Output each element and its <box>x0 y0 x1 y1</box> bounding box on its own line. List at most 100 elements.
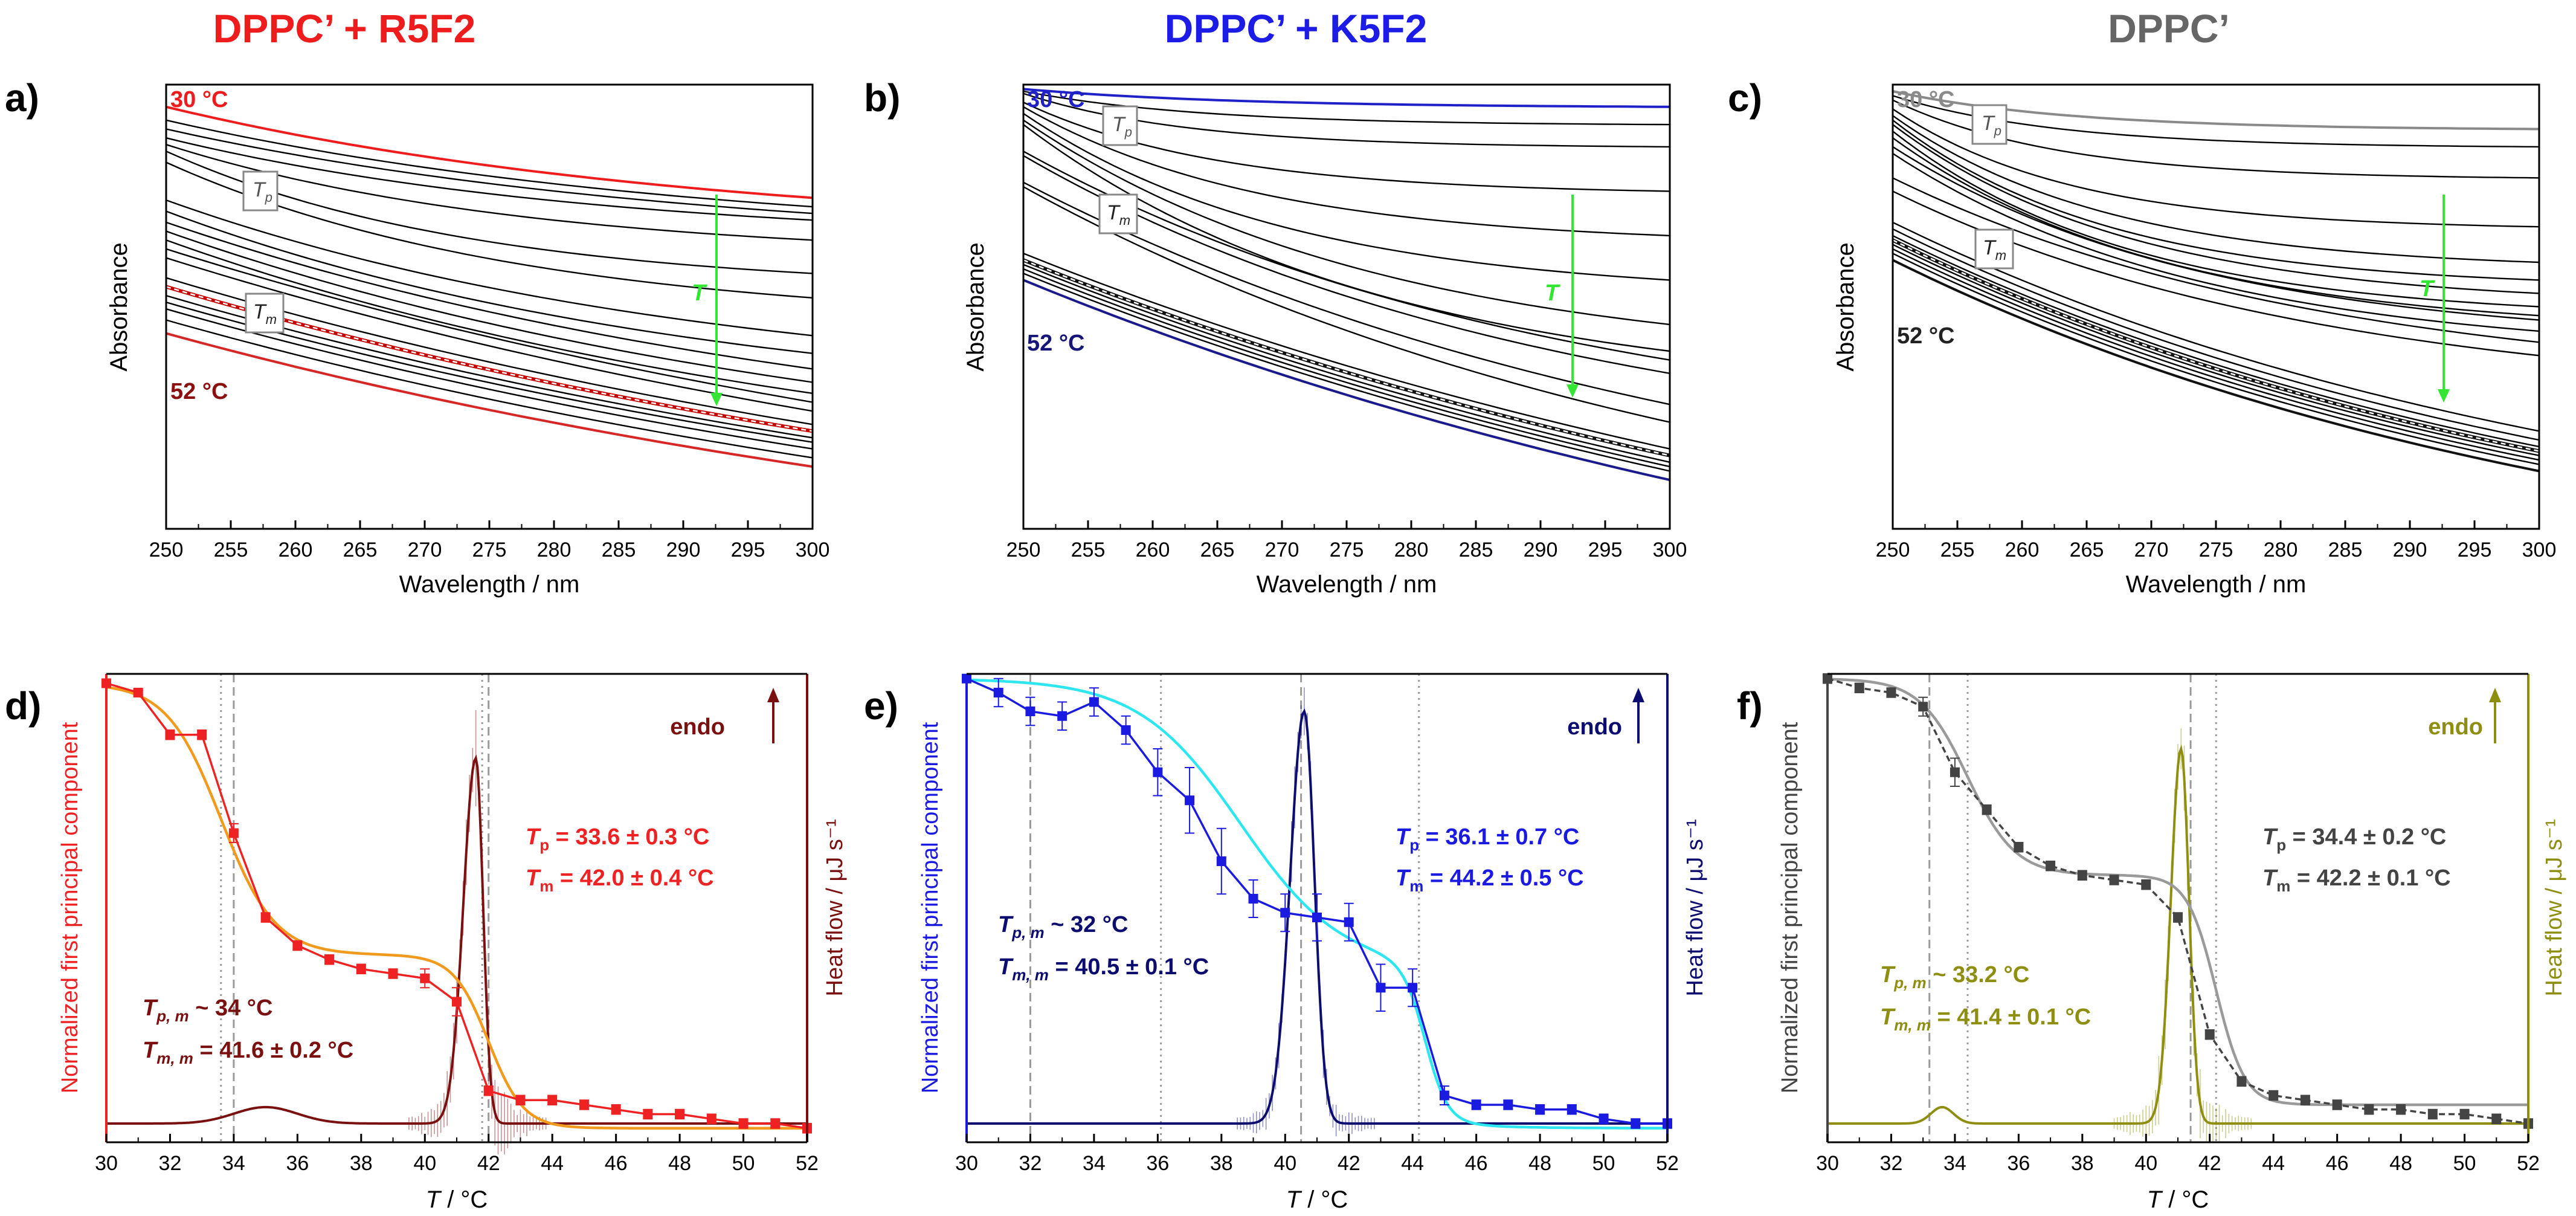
panel-d-endo-label: endo <box>670 714 725 740</box>
panel-b-tp-text: Tp <box>1112 113 1132 140</box>
panel-c-arrow-label: T <box>2420 276 2435 302</box>
x-tick-label: 48 <box>668 1152 691 1175</box>
x-tick-label: 52 <box>796 1152 819 1175</box>
panel-a-tp-frame <box>242 170 279 212</box>
panel-b-arrow-label: T <box>1545 280 1560 306</box>
panel-e-xlabel: T / °C <box>1286 1186 1348 1213</box>
pca-point <box>643 1109 653 1119</box>
spectrum-curve-10 <box>1023 181 1670 406</box>
x-tick-label: 265 <box>343 538 378 561</box>
spectrum-curve-11 <box>1892 177 2540 343</box>
panel-e-pca-points <box>962 673 1672 1129</box>
spectrum-curve-4 <box>1023 106 1670 237</box>
pca-point <box>1535 1104 1545 1114</box>
spectrum-curve-9 <box>166 221 813 370</box>
panel-c-tp-box: Tp <box>1971 104 2008 145</box>
x-tick-label: 44 <box>2262 1152 2285 1175</box>
spectrum-curve-15 <box>1892 234 2540 448</box>
x-tick-label: 44 <box>541 1152 564 1175</box>
pca-point <box>356 964 366 974</box>
panel-f-ylabel-right: Heat flow / μJ s⁻¹ <box>2542 819 2567 996</box>
panel-b: DPPC’ + K5F2 b) 250 255 260 265 270 275 280 285… <box>864 6 1687 598</box>
panel-f-dsc-trace <box>1827 728 2528 1143</box>
pca-point <box>1248 894 1258 904</box>
x-tick-label: 260 <box>2005 538 2040 561</box>
panel-f-reference-lines <box>1928 674 2217 1142</box>
panel-c-arrow-head <box>2438 389 2450 403</box>
panel-c-temperature-arrow: T <box>2420 195 2450 403</box>
panel-a-temperature-arrow: T <box>692 195 723 406</box>
panel-c-tp-text: Tp <box>1982 112 2001 138</box>
fit-curve <box>1827 678 2528 1107</box>
panel-e-endo-indicator: endo <box>1567 688 1644 743</box>
pca-point <box>738 1119 749 1128</box>
panel-d-letter: d) <box>5 684 41 728</box>
x-tick-label: 280 <box>537 538 572 561</box>
pca-point <box>1471 1100 1481 1110</box>
spectrum-curve-16 <box>1892 239 2540 452</box>
panel-b-tm-box: Tm <box>1098 193 1138 234</box>
spectrum-curve-14 <box>1023 264 1670 463</box>
panel-e-pca-tm-annotation: Tm = 44.2 ± 0.5 °C <box>1396 865 1584 895</box>
x-tick-label: 275 <box>1330 538 1364 561</box>
panel-f-endo-indicator: endo <box>2428 688 2501 743</box>
pca-point <box>228 828 239 838</box>
panel-f-ticks: 30 32 34 36 38 40 42 44 46 48 50 52 <box>1816 1134 2540 1175</box>
x-tick-label: 32 <box>1880 1152 1903 1175</box>
x-tick-label: 36 <box>2007 1152 2030 1175</box>
pca-point <box>1854 683 1864 693</box>
pca-connecting-line <box>1827 678 2529 1125</box>
panel-e-ylabel-left: Normalized first principal component <box>918 722 943 1093</box>
pca-point <box>1153 767 1163 777</box>
pca-point <box>2364 1104 2374 1114</box>
panel-b-temperature-arrow: T <box>1545 195 1579 398</box>
x-tick-label: 44 <box>1401 1152 1424 1175</box>
x-tick-label: 36 <box>1146 1152 1169 1175</box>
spectrum-curve-18 <box>1892 248 2540 461</box>
x-tick-label: 290 <box>1524 538 1558 561</box>
panel-a-top-temp: 30 °C <box>170 87 228 112</box>
panel-a: DPPC’ + R5F2 a) 250 255 260 265 270 275 280 285… <box>5 6 829 598</box>
spectrum-curve-4 <box>1892 115 2540 264</box>
panel-e-endo-label: endo <box>1567 714 1622 740</box>
x-tick-label: 48 <box>1528 1152 1551 1175</box>
pca-point <box>483 1085 494 1096</box>
spectrum-curve-14 <box>1892 228 2540 441</box>
x-tick-label: 255 <box>1940 538 1975 561</box>
pca-point <box>1408 983 1418 993</box>
pca-point <box>133 688 143 697</box>
panel-a-arrow-head <box>710 393 723 406</box>
x-tick-label: 50 <box>2453 1152 2476 1175</box>
spectrum-curve-13 <box>1023 259 1670 456</box>
pca-point <box>2491 1114 2502 1124</box>
panel-a-letter: a) <box>5 76 39 120</box>
panel-b-ylabel: Absorbance <box>962 242 989 371</box>
spectrum-curve-12 <box>166 248 813 403</box>
pca-point <box>547 1095 558 1105</box>
panel-e-dsc-tp-annotation: Tp, m ~ 32 °C <box>998 912 1128 942</box>
pca-point <box>1376 983 1386 993</box>
panel-f-xlabel: T / °C <box>2147 1186 2209 1213</box>
pca-point <box>2046 861 2056 871</box>
pca-point <box>2300 1095 2310 1105</box>
x-tick-label: 46 <box>1465 1152 1488 1175</box>
panel-c-frame <box>1892 83 2540 530</box>
spectrum-curve-13 <box>166 257 813 412</box>
panel-e: e) 30 32 34 36 38 40 42 44 46 48 50 52 T / °C Norma… <box>864 673 1708 1213</box>
x-tick-label: 30 <box>1816 1152 1839 1175</box>
panel-a-ticks: 250 255 260 265 270 275 280 285 290 295 300 <box>149 520 829 561</box>
x-tick-label: 270 <box>1265 538 1299 561</box>
panel-d-pca-points <box>101 678 812 1134</box>
pca-point <box>1121 725 1131 735</box>
pca-point <box>292 940 303 951</box>
pca-point <box>1982 804 1992 815</box>
panel-d-dsc-tm-annotation: Tm, m = 41.6 ± 0.2 °C <box>143 1038 353 1067</box>
panel-e-dsc-tm-annotation: Tm, m = 40.5 ± 0.1 °C <box>998 954 1209 984</box>
x-tick-label: 48 <box>2389 1152 2412 1175</box>
x-tick-label: 300 <box>2522 538 2557 561</box>
x-tick-label: 52 <box>1656 1152 1679 1175</box>
spectrum-curve-17 <box>1023 279 1670 482</box>
panel-b-tm-frame <box>1098 193 1138 234</box>
pca-point <box>2204 1029 2215 1040</box>
panel-b-ticks: 250 255 260 265 270 275 280 285 290 295 300 <box>1006 520 1687 561</box>
